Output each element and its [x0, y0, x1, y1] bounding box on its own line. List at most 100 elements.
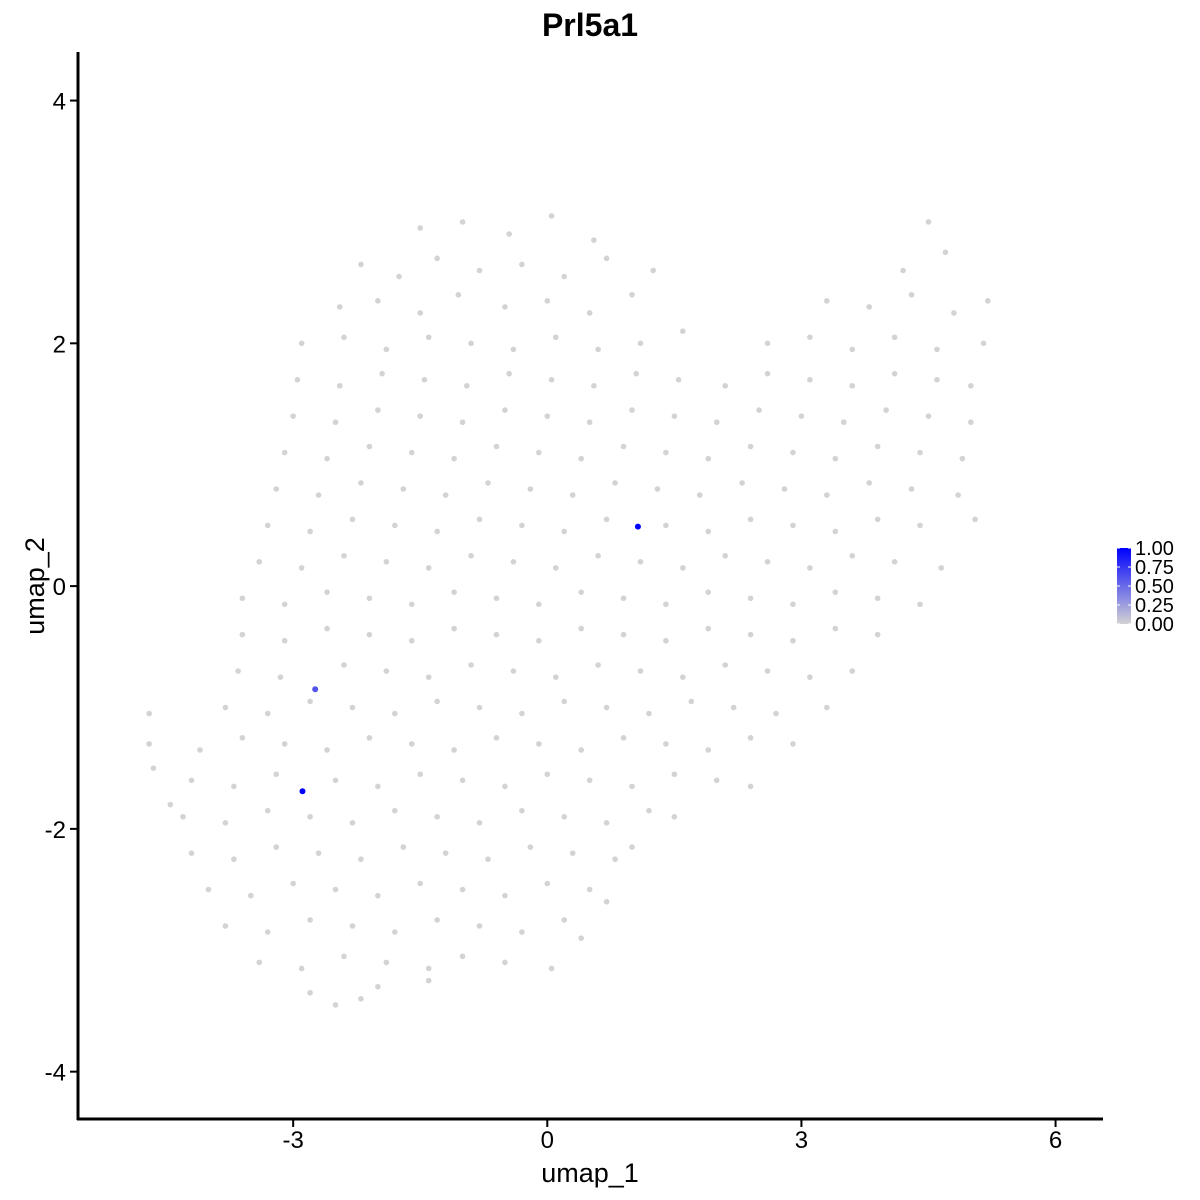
cell-point — [849, 552, 856, 559]
cell-point — [595, 662, 601, 668]
cell-point — [536, 741, 542, 747]
cell-point — [231, 856, 237, 863]
cell-point — [324, 625, 330, 632]
expressing-points-layer — [299, 523, 641, 795]
y-tick-label: -2 — [45, 817, 66, 844]
cell-point — [764, 340, 771, 347]
cell-point — [781, 486, 788, 492]
cell-point — [417, 413, 424, 419]
cell-point — [417, 880, 424, 887]
cell-point — [476, 267, 483, 274]
cell-point — [502, 892, 508, 899]
cell-point — [358, 856, 364, 863]
cell-point — [908, 486, 915, 492]
cell-point — [790, 741, 796, 747]
cell-point — [324, 589, 330, 595]
cell-point — [188, 777, 195, 784]
cell-point — [663, 637, 669, 644]
cell-point — [205, 886, 212, 893]
cell-point — [536, 601, 542, 608]
cell-point — [298, 565, 305, 571]
cell-point — [358, 480, 364, 486]
cell-point — [722, 552, 728, 559]
cell-point — [375, 298, 381, 304]
cell-point — [544, 298, 551, 304]
colorbar-label: 0.00 — [1135, 614, 1174, 636]
cell-point — [561, 698, 568, 705]
cell-point — [298, 340, 305, 347]
cell-point — [646, 807, 652, 814]
cell-point — [764, 370, 771, 377]
cell-point — [637, 340, 644, 347]
cell-point — [197, 747, 203, 753]
cell-point — [595, 552, 601, 559]
colorbar-label: 0.50 — [1135, 576, 1174, 598]
colorbar — [1117, 548, 1131, 624]
cell-point — [434, 528, 440, 535]
cell-point — [493, 631, 500, 638]
cell-point — [519, 261, 525, 268]
cell-point — [747, 783, 754, 790]
cell-point — [408, 601, 415, 608]
cell-point — [586, 777, 593, 784]
cell-point — [493, 443, 500, 450]
cell-point — [671, 771, 678, 778]
cell-point — [595, 346, 601, 353]
cell-point — [544, 413, 551, 419]
cell-point — [807, 376, 813, 383]
cell-point — [315, 850, 322, 856]
cell-point — [264, 807, 271, 814]
cell-point — [464, 383, 470, 389]
cell-point — [722, 662, 728, 668]
y-ticks: -4 -2 0 2 4 — [45, 89, 78, 1087]
cell-point — [663, 449, 669, 456]
cell-point — [764, 668, 771, 674]
cell-point — [349, 516, 356, 523]
cell-point — [849, 668, 856, 674]
cell-point — [383, 559, 390, 565]
cell-point — [375, 983, 381, 990]
cell-point — [586, 419, 593, 426]
cell-point — [891, 559, 898, 565]
cell-point — [536, 637, 542, 644]
cell-point — [476, 704, 483, 711]
colorbar-label: 0.75 — [1135, 557, 1174, 579]
cell-point — [747, 735, 754, 741]
cell-point — [476, 923, 483, 929]
cell-point — [849, 383, 856, 389]
cell-point — [332, 777, 339, 784]
expressing-cell-point — [312, 686, 319, 693]
cell-point — [451, 625, 457, 632]
cell-point — [591, 383, 597, 389]
cell-point — [866, 304, 872, 310]
cell-point — [730, 704, 737, 711]
cell-point — [705, 528, 712, 535]
cell-point — [451, 747, 457, 753]
cell-point — [167, 801, 174, 808]
cell-point — [358, 996, 364, 1002]
cell-point — [341, 953, 347, 960]
cell-point — [603, 704, 610, 711]
cell-point — [222, 820, 229, 826]
cell-point — [874, 443, 881, 450]
cell-point — [527, 486, 534, 492]
x-ticks: -3 0 3 6 — [282, 1119, 1062, 1154]
cell-point — [421, 376, 428, 383]
cell-point — [506, 231, 512, 237]
cell-point — [747, 595, 754, 602]
cell-point — [264, 710, 271, 717]
cell-point — [392, 929, 398, 935]
cell-point — [548, 376, 555, 383]
cell-point — [739, 480, 745, 486]
cell-point — [874, 516, 881, 523]
cell-point — [629, 783, 635, 790]
cell-point — [146, 710, 152, 717]
cell-point — [256, 959, 263, 966]
cell-point — [256, 559, 263, 565]
cell-point — [459, 777, 466, 784]
cell-point — [222, 704, 229, 711]
cell-point — [891, 334, 898, 341]
cell-point — [578, 935, 584, 941]
cell-point — [586, 310, 593, 316]
cell-point — [180, 813, 186, 820]
